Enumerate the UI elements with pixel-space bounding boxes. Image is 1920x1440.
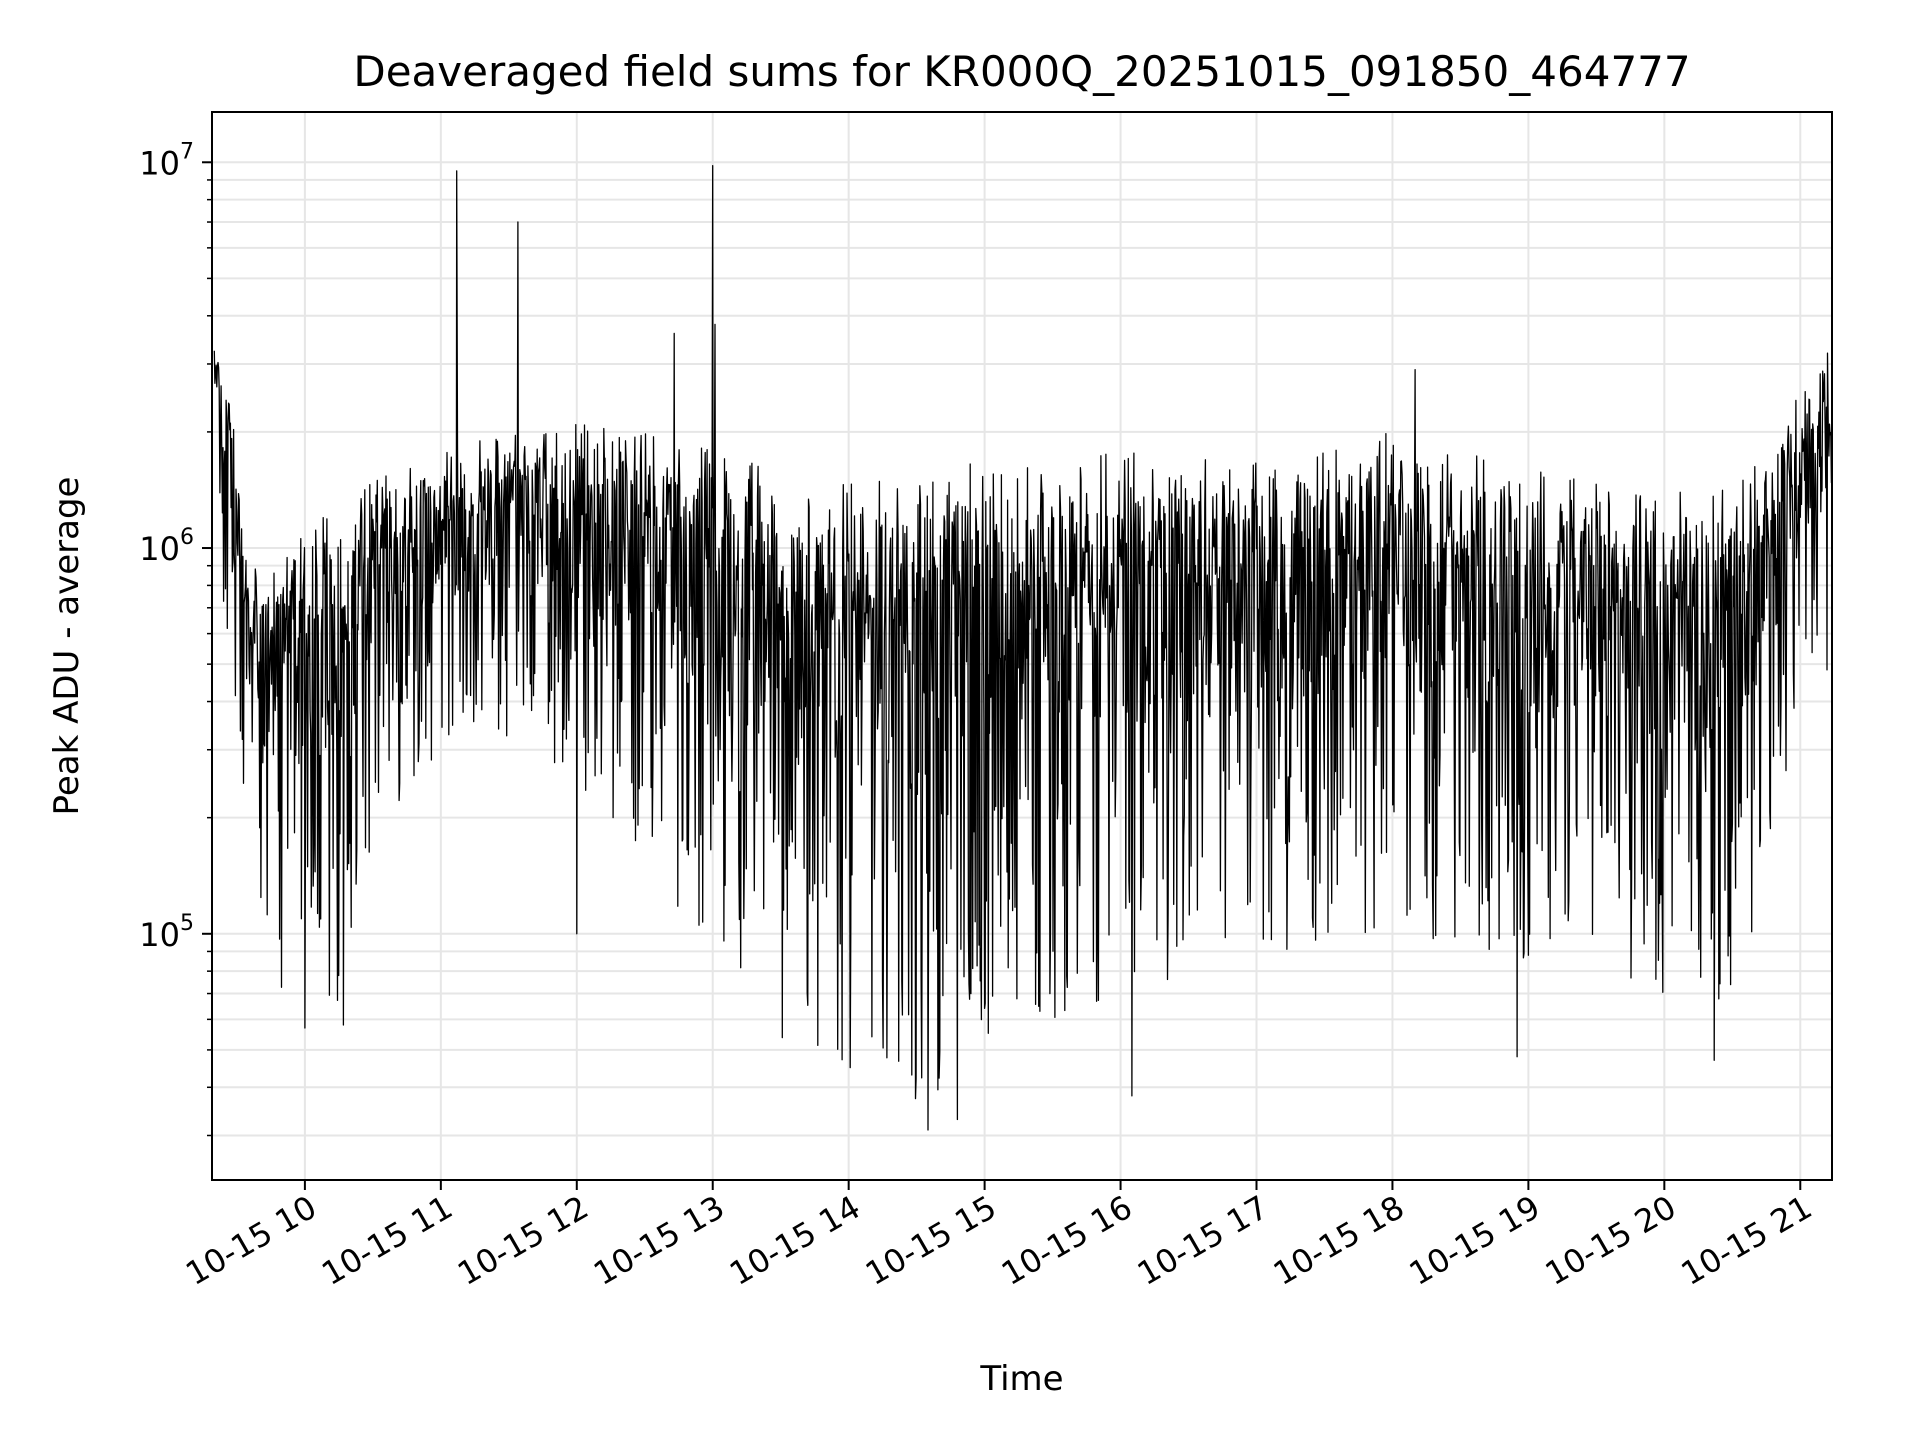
y-tick-label: 106 (139, 525, 194, 568)
chart-title: Deaveraged field sums for KR000Q_2025101… (353, 47, 1690, 96)
x-tick-label: 10-15 11 (315, 1188, 459, 1293)
y-tick-base: 10 (139, 144, 180, 182)
y-tick-base: 10 (139, 530, 180, 568)
y-tick-base: 10 (139, 916, 180, 954)
plot-frame (211, 111, 1833, 1181)
x-tick-label: 10-15 13 (587, 1188, 731, 1293)
x-tick-label: 10-15 16 (995, 1188, 1139, 1293)
y-tick-exponent: 5 (180, 911, 194, 936)
x-tick-label: 10-15 12 (451, 1188, 595, 1293)
x-tick-label: 10-15 17 (1131, 1188, 1275, 1293)
x-tick-label: 10-15 18 (1267, 1188, 1411, 1293)
data-series (213, 165, 1833, 1131)
x-axis-label: Time (979, 1359, 1063, 1399)
y-tick-label: 107 (139, 139, 194, 182)
y-tick-label: 105 (139, 911, 194, 954)
y-axis-label: Peak ADU - average (47, 477, 87, 816)
series-line (213, 165, 1833, 1131)
y-tick-exponent: 7 (180, 139, 194, 164)
x-tick-label: 10-15 10 (179, 1188, 323, 1293)
x-tick-label: 10-15 15 (859, 1188, 1003, 1293)
x-tick-label: 10-15 20 (1539, 1188, 1683, 1293)
y-tick-exponent: 6 (180, 525, 194, 550)
x-tick-label: 10-15 19 (1403, 1188, 1547, 1293)
x-tick-label: 10-15 14 (723, 1188, 867, 1293)
x-tick-label: 10-15 21 (1675, 1188, 1819, 1293)
